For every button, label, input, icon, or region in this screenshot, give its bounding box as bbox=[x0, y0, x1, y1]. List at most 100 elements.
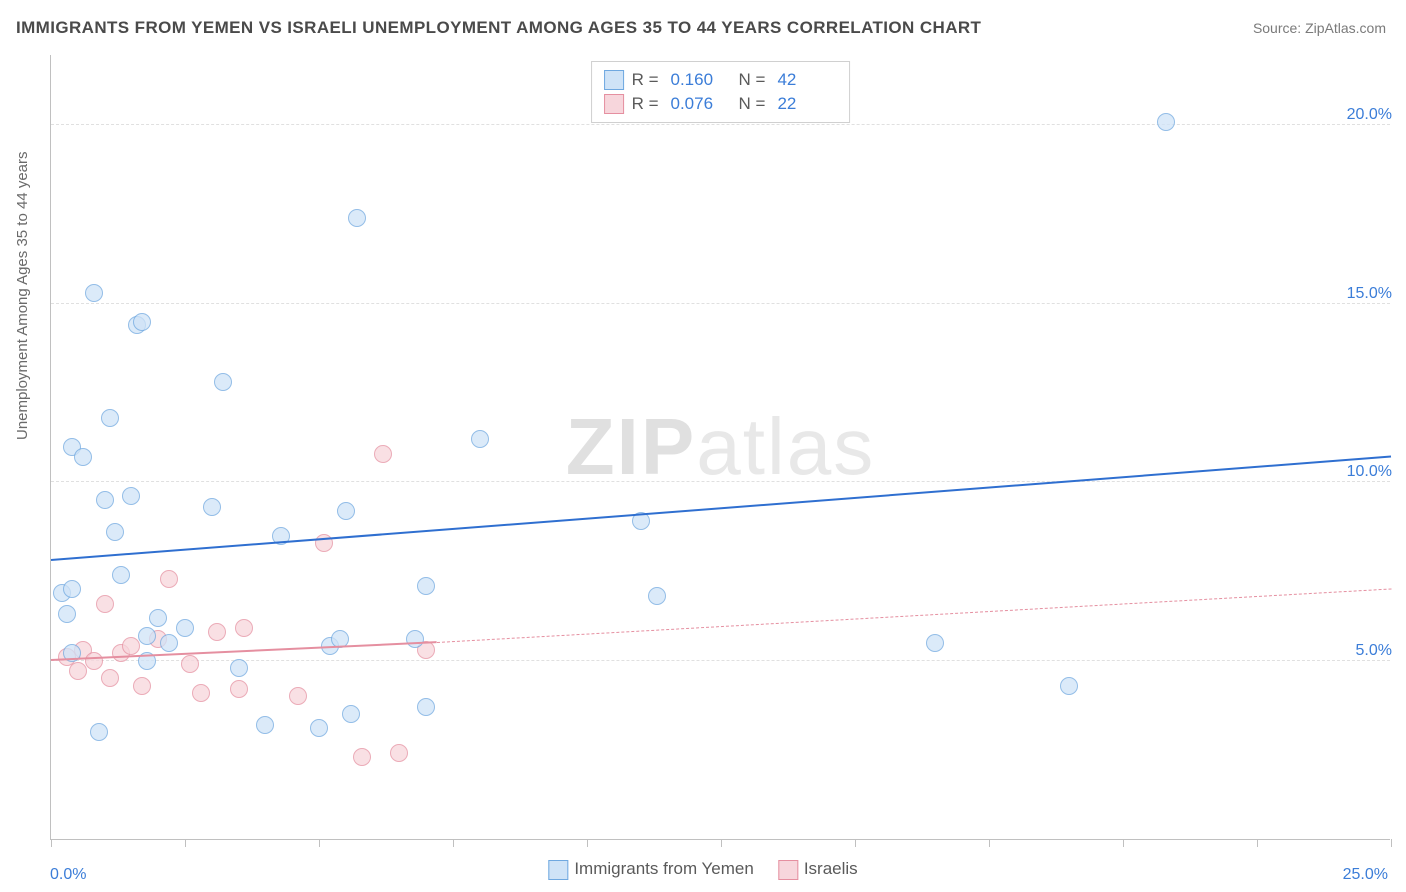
y-tick-label: 10.0% bbox=[1347, 463, 1392, 481]
data-point bbox=[342, 705, 360, 723]
x-tick bbox=[185, 839, 186, 847]
legend-n-value-2: 22 bbox=[777, 94, 837, 114]
trend-line bbox=[51, 455, 1391, 560]
legend-swatch-icon bbox=[548, 860, 568, 880]
data-point bbox=[90, 723, 108, 741]
x-axis-max-label: 25.0% bbox=[1343, 866, 1388, 884]
legend-label-2: Israelis bbox=[804, 859, 858, 878]
data-point bbox=[310, 719, 328, 737]
data-point bbox=[390, 744, 408, 762]
watermark: ZIPatlas bbox=[566, 401, 875, 493]
legend-swatch-series-1 bbox=[604, 70, 624, 90]
data-point bbox=[289, 687, 307, 705]
y-tick-label: 20.0% bbox=[1347, 106, 1392, 124]
source-name: ZipAtlas.com bbox=[1305, 20, 1386, 36]
data-point bbox=[1060, 677, 1078, 695]
x-tick bbox=[1391, 839, 1392, 847]
data-point bbox=[149, 609, 167, 627]
data-point bbox=[214, 373, 232, 391]
data-point bbox=[256, 716, 274, 734]
data-point bbox=[406, 630, 424, 648]
x-tick bbox=[587, 839, 588, 847]
legend-n-label: N = bbox=[739, 94, 766, 114]
data-point bbox=[160, 634, 178, 652]
data-point bbox=[160, 570, 178, 588]
y-tick-label: 15.0% bbox=[1347, 285, 1392, 303]
data-point bbox=[106, 523, 124, 541]
y-tick-label: 5.0% bbox=[1356, 642, 1392, 660]
data-point bbox=[122, 637, 140, 655]
legend-r-value-1: 0.160 bbox=[671, 70, 731, 90]
legend-correlation: R = 0.160 N = 42 R = 0.076 N = 22 bbox=[591, 61, 851, 123]
x-tick bbox=[855, 839, 856, 847]
watermark-light: atlas bbox=[696, 402, 875, 491]
x-tick bbox=[319, 839, 320, 847]
data-point bbox=[203, 498, 221, 516]
legend-series: Immigrants from Yemen Israelis bbox=[548, 859, 857, 880]
data-point bbox=[101, 409, 119, 427]
data-point bbox=[74, 448, 92, 466]
trend-line bbox=[51, 641, 437, 661]
data-point bbox=[348, 209, 366, 227]
x-tick bbox=[1257, 839, 1258, 847]
data-point bbox=[181, 655, 199, 673]
data-point bbox=[230, 659, 248, 677]
data-point bbox=[1157, 113, 1175, 131]
data-point bbox=[69, 662, 87, 680]
legend-r-value-2: 0.076 bbox=[671, 94, 731, 114]
data-point bbox=[230, 680, 248, 698]
data-point bbox=[926, 634, 944, 652]
data-point bbox=[96, 595, 114, 613]
x-tick bbox=[721, 839, 722, 847]
legend-row-series-1: R = 0.160 N = 42 bbox=[604, 68, 838, 92]
legend-swatch-series-2 bbox=[604, 94, 624, 114]
data-point bbox=[96, 491, 114, 509]
data-point bbox=[112, 566, 130, 584]
data-point bbox=[85, 284, 103, 302]
legend-swatch-icon bbox=[778, 860, 798, 880]
y-axis-title: Unemployment Among Ages 35 to 44 years bbox=[14, 151, 31, 440]
gridline bbox=[51, 481, 1390, 482]
data-point bbox=[122, 487, 140, 505]
data-point bbox=[176, 619, 194, 637]
gridline bbox=[51, 124, 1390, 125]
legend-row-series-2: R = 0.076 N = 22 bbox=[604, 92, 838, 116]
gridline bbox=[51, 660, 1390, 661]
data-point bbox=[353, 748, 371, 766]
data-point bbox=[648, 587, 666, 605]
chart-title: IMMIGRANTS FROM YEMEN VS ISRAELI UNEMPLO… bbox=[16, 18, 981, 38]
legend-n-value-1: 42 bbox=[777, 70, 837, 90]
data-point bbox=[138, 627, 156, 645]
x-axis-min-label: 0.0% bbox=[50, 866, 86, 884]
data-point bbox=[337, 502, 355, 520]
legend-item-series-1: Immigrants from Yemen bbox=[548, 859, 754, 880]
data-point bbox=[133, 677, 151, 695]
x-tick bbox=[453, 839, 454, 847]
data-point bbox=[235, 619, 253, 637]
x-tick bbox=[51, 839, 52, 847]
legend-n-label: N = bbox=[739, 70, 766, 90]
x-tick bbox=[1123, 839, 1124, 847]
data-point bbox=[101, 669, 119, 687]
plot-area: ZIPatlas R = 0.160 N = 42 R = 0.076 N = … bbox=[50, 55, 1390, 840]
data-point bbox=[133, 313, 151, 331]
source-attribution: Source: ZipAtlas.com bbox=[1253, 20, 1386, 36]
gridline bbox=[51, 303, 1390, 304]
watermark-bold: ZIP bbox=[566, 402, 696, 491]
data-point bbox=[192, 684, 210, 702]
legend-r-label: R = bbox=[632, 94, 659, 114]
legend-r-label: R = bbox=[632, 70, 659, 90]
data-point bbox=[417, 698, 435, 716]
trend-line bbox=[437, 588, 1391, 643]
data-point bbox=[58, 605, 76, 623]
data-point bbox=[208, 623, 226, 641]
data-point bbox=[374, 445, 392, 463]
data-point bbox=[471, 430, 489, 448]
legend-item-series-2: Israelis bbox=[778, 859, 858, 880]
data-point bbox=[85, 652, 103, 670]
legend-label-1: Immigrants from Yemen bbox=[574, 859, 754, 878]
data-point bbox=[63, 580, 81, 598]
data-point bbox=[417, 577, 435, 595]
source-prefix: Source: bbox=[1253, 20, 1305, 36]
x-tick bbox=[989, 839, 990, 847]
